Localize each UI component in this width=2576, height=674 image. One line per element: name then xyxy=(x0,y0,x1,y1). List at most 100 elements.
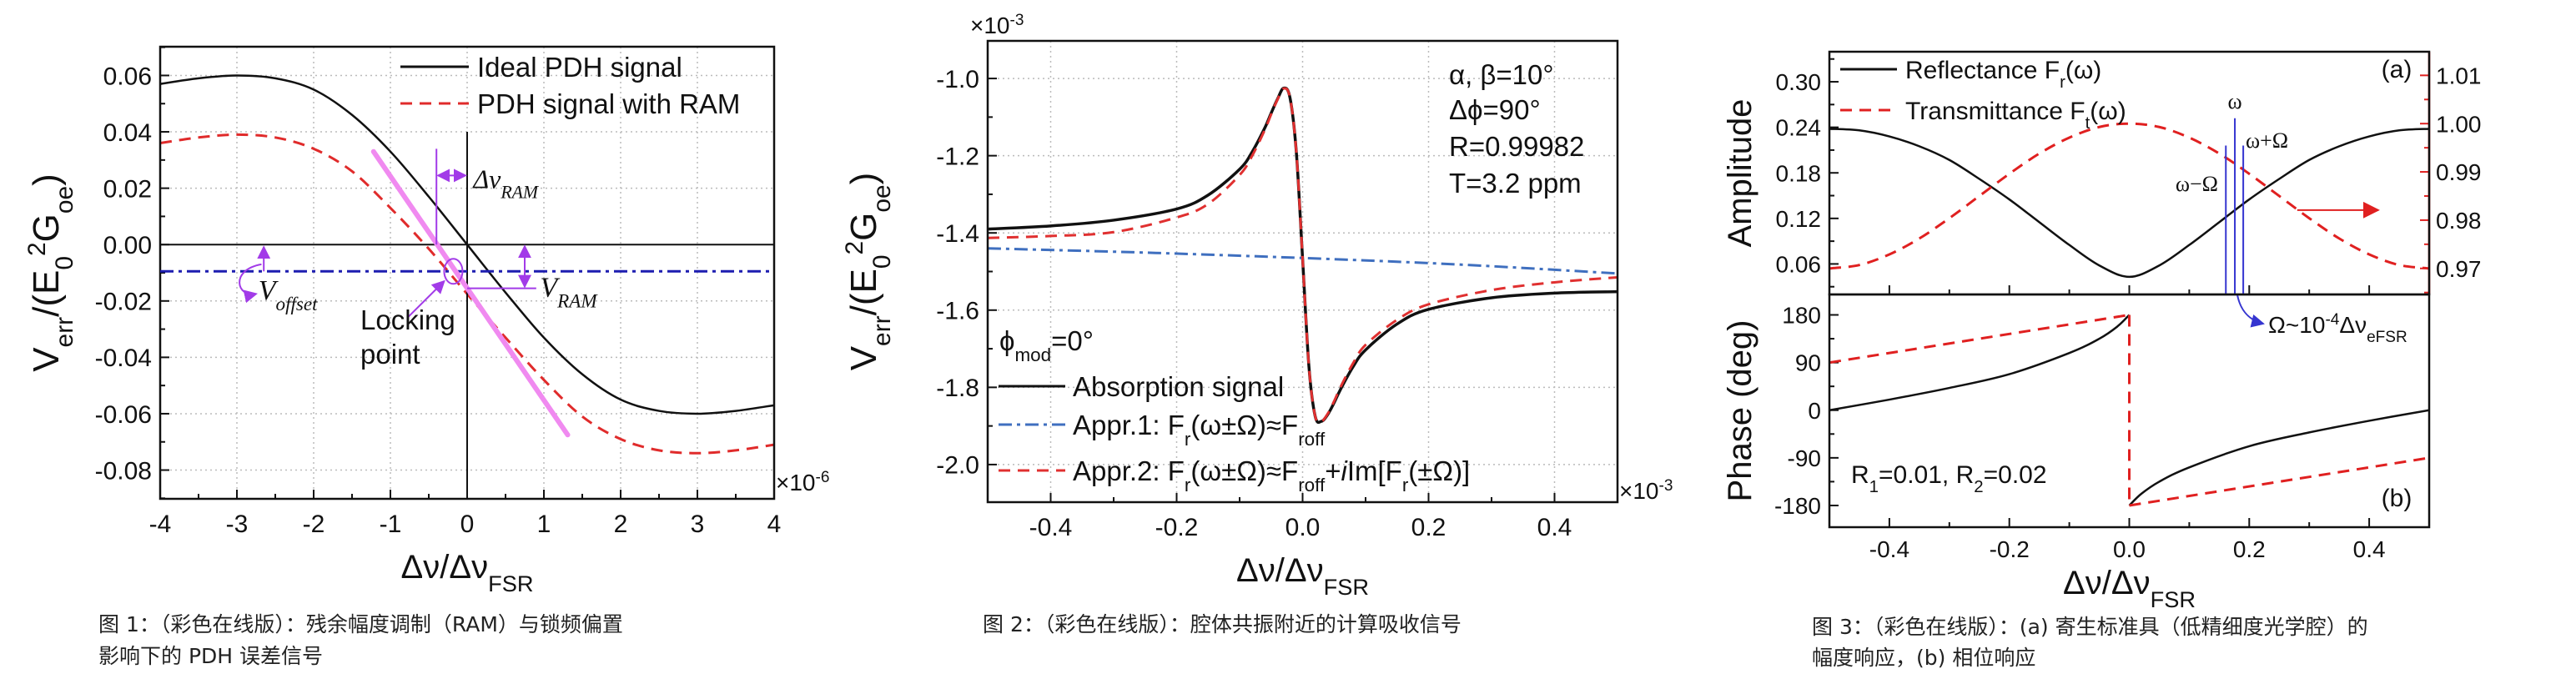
text-part: offset xyxy=(276,294,319,315)
y-tick-label: 180 xyxy=(1782,303,1821,329)
series-line-0 xyxy=(2128,409,2429,506)
text-part: Appr.2: F xyxy=(1073,455,1185,486)
y-axis-multiplier: ×10-3 xyxy=(970,12,1024,39)
text-part: err xyxy=(868,315,896,346)
text-part: -6 xyxy=(816,469,830,486)
text-part: -3 xyxy=(1010,12,1024,29)
text-part: ϕ xyxy=(999,325,1014,356)
text-part: 2 xyxy=(23,242,51,256)
plot-area xyxy=(988,86,1618,425)
legend-label: Ideal PDH signal xyxy=(477,52,682,83)
locking-point-label: point xyxy=(360,339,420,370)
text-part: ×10 xyxy=(1619,478,1659,504)
series-line-2 xyxy=(988,87,1618,424)
y-tick-label: -1.0 xyxy=(936,66,979,93)
text-part: FSR xyxy=(2151,586,2196,612)
x-tick-label: -3 xyxy=(226,511,249,538)
x-tick-label: -2 xyxy=(303,511,325,538)
text-part: FSR xyxy=(1324,574,1369,600)
delta-nu-ram-label: ΔνRAM xyxy=(471,164,540,203)
y-tick-label: -180 xyxy=(1774,493,1821,519)
text-part: ×10 xyxy=(776,470,816,495)
parameter-label: R=0.99982 xyxy=(1449,131,1584,162)
v-ram-label: VRAM xyxy=(540,273,598,313)
legend-label: Appr.1: Fr(ω±Ω)≈Froff xyxy=(1073,410,1326,450)
y-tick-label: -0.02 xyxy=(95,289,152,316)
text-part: 0 xyxy=(868,255,896,269)
text-part: G xyxy=(26,214,67,242)
x-tick-label: 0.2 xyxy=(1411,514,1446,541)
y-tick-label: 0 xyxy=(1808,398,1821,424)
caption-line: 图 2：（彩色在线版）：腔体共振附近的计算吸收信号 xyxy=(983,612,1462,636)
y2-tick-label: 1.01 xyxy=(2436,63,2482,88)
text-part: PDH signal with RAM xyxy=(477,88,740,119)
figure-1-caption: 图 1：（彩色在线版）：残余幅度调制（RAM）与锁频偏置 影响下的 PDH 误差… xyxy=(98,612,623,668)
figure-3-caption: 图 3：（彩色在线版）：(a) 寄生标准具（低精细度光学腔）的 幅度响应，(b)… xyxy=(1812,615,2368,670)
text-part: =0.01, R xyxy=(1879,461,1974,489)
text-part: -4 xyxy=(2325,311,2339,329)
locking-point-marker xyxy=(443,258,464,285)
y-axis-title: Amplitude xyxy=(1722,99,1758,248)
x-axis-title: Δν/ΔνFSR xyxy=(1236,552,1369,600)
text-part: Δν xyxy=(2339,312,2367,338)
sideband-label: ω xyxy=(2227,89,2241,113)
text-part: Im[F xyxy=(1347,455,1402,486)
text-part: roff xyxy=(1298,474,1326,495)
sideband-note: Ω~10-4ΔνeFSR xyxy=(2268,311,2407,346)
text-part: ω−Ω xyxy=(2176,172,2218,196)
text-part: ω xyxy=(2227,89,2241,113)
text-part: Absorption signal xyxy=(1073,371,1284,402)
text-part: 2 xyxy=(841,241,868,255)
text-part: Appr.1: F xyxy=(1073,410,1185,440)
text-part: /(E xyxy=(843,269,884,315)
y-axis-title: Verr/(E02Goe) xyxy=(23,174,78,372)
x-tick-label: 1 xyxy=(537,511,551,538)
caption-line: 图 3：（彩色在线版）：(a) 寄生标准具（低精细度光学腔）的 xyxy=(1812,615,2368,639)
figure-2-caption: 图 2：（彩色在线版）：腔体共振附近的计算吸收信号 xyxy=(983,612,1462,636)
y-tick-label: 90 xyxy=(1795,350,1821,376)
text-part: oe xyxy=(51,186,78,214)
plot-area xyxy=(1829,122,2429,279)
text-part: r xyxy=(1185,428,1191,449)
y-tick-label: 0.02 xyxy=(103,175,152,203)
x-tick-label: -1 xyxy=(380,511,402,538)
locking-slope-line xyxy=(370,148,571,438)
x-tick-label: 0.4 xyxy=(2353,536,2386,562)
y2-tick-label: 0.98 xyxy=(2436,208,2482,234)
text-part: /(E xyxy=(26,270,67,317)
figure-3b-chart: -0.4 -0.2 0.0 0.2 0.4 -180 -90 0 90 180 Δν/ΔνFSR Ph… xyxy=(1722,293,2431,612)
text-part: Phase (deg) xyxy=(1722,320,1758,502)
text-part: Δν xyxy=(471,164,501,194)
phi-mod-label: ϕmod=0° xyxy=(999,325,1094,365)
text-part: eFSR xyxy=(2367,329,2407,346)
x-tick-label: -4 xyxy=(149,511,172,538)
text-part: 0 xyxy=(51,256,78,270)
text-part: (±Ω)] xyxy=(1408,455,1470,486)
text-part: =0° xyxy=(1051,325,1094,356)
y-tick-label: -1.4 xyxy=(936,220,979,248)
text-part: Transmittance F xyxy=(1905,98,2085,125)
y-tick-label: 0.12 xyxy=(1776,206,1822,232)
text-part: ×10 xyxy=(970,13,1010,38)
x-tick-label: 3 xyxy=(691,511,705,538)
text-part: ) xyxy=(843,173,884,185)
y-tick-label: 0.30 xyxy=(1776,69,1822,95)
plot-area xyxy=(1829,314,2429,507)
text-part: r xyxy=(1185,474,1191,495)
text-part: Amplitude xyxy=(1722,99,1758,248)
text-part: -3 xyxy=(1659,477,1673,495)
caption-line: 幅度响应，(b) 相位响应 xyxy=(1812,646,2035,670)
text-part: t xyxy=(2085,114,2090,133)
text-part: (ω±Ω)≈F xyxy=(1190,410,1298,440)
text-part: RAM xyxy=(500,183,540,203)
y-tick-label: -1.6 xyxy=(936,298,979,325)
sideband-label: ω+Ω xyxy=(2246,128,2288,153)
reflectivity-note: R1=0.01, R2=0.02 xyxy=(1851,461,2047,496)
panel-label: (b) xyxy=(2382,485,2412,512)
text-part: Δν/Δν xyxy=(401,549,489,586)
text-part: i xyxy=(1341,455,1348,486)
text-part: FSR xyxy=(488,571,533,596)
parameter-label: Δϕ=90° xyxy=(1449,94,1541,125)
y-axis-title: Phase (deg) xyxy=(1722,320,1758,502)
text-part: V xyxy=(26,347,67,372)
